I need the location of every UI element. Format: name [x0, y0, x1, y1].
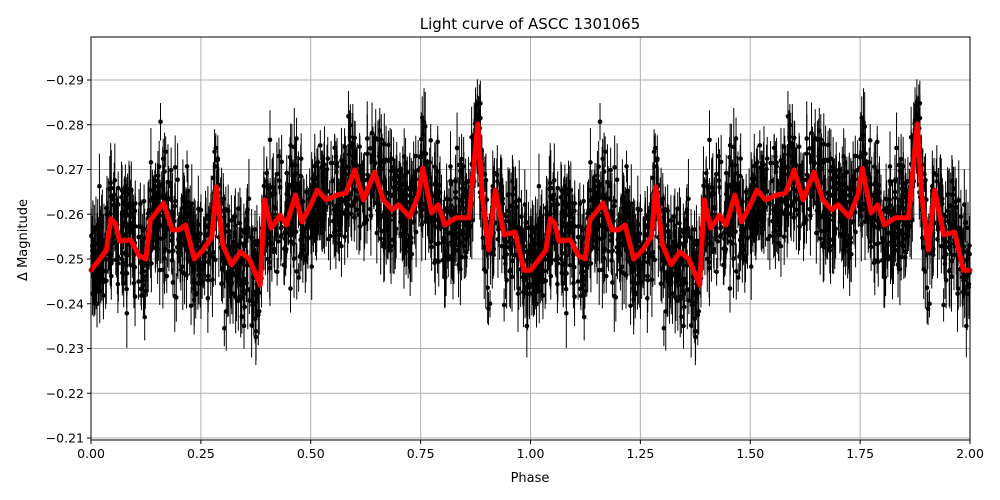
- chart-title: Light curve of ASCC 1301065: [420, 15, 641, 33]
- y-axis-label: Δ Magnitude: [16, 199, 31, 281]
- x-tick-label: 0.50: [297, 446, 325, 461]
- y-axis-ticks: −0.29 −0.28 −0.27 −0.26 −0.25 −0.24 −0.23 −0.22…: [46, 73, 91, 446]
- y-tick-label: −0.21: [46, 431, 84, 446]
- x-tick-label: 1.75: [846, 446, 874, 461]
- x-axis-ticks: 0.00 0.25 0.50 0.75 1.00 1.25 1.50 1.75 2.00: [77, 440, 984, 461]
- x-tick-label: 0.25: [187, 446, 215, 461]
- x-tick-label: 2.00: [956, 446, 984, 461]
- y-tick-label: −0.28: [46, 117, 84, 132]
- y-tick-label: −0.27: [46, 162, 84, 177]
- y-tick-label: −0.29: [46, 73, 84, 88]
- x-tick-label: 0.00: [77, 446, 105, 461]
- x-tick-label: 1.50: [736, 446, 764, 461]
- binned-mean-line: [88, 121, 973, 288]
- y-tick-label: −0.26: [46, 207, 84, 222]
- x-tick-label: 1.00: [517, 446, 545, 461]
- y-tick-label: −0.22: [46, 386, 84, 401]
- y-tick-label: −0.23: [46, 341, 84, 356]
- y-tick-label: −0.24: [46, 296, 84, 311]
- x-tick-label: 1.25: [626, 446, 654, 461]
- x-tick-label: 0.75: [407, 446, 435, 461]
- x-axis-label: Phase: [511, 471, 550, 486]
- plot-area: [88, 36, 973, 441]
- y-tick-label: −0.25: [46, 252, 84, 267]
